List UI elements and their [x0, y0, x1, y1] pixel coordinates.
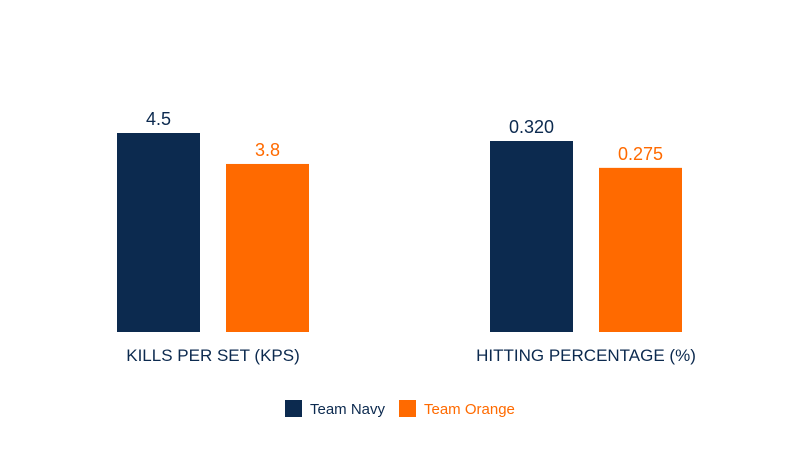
category-label: KILLS PER SET (KPS) — [126, 346, 300, 365]
category-label: HITTING PERCENTAGE (%) — [476, 346, 696, 365]
value-label: 4.5 — [146, 109, 171, 129]
legend-label: Team Orange — [424, 401, 515, 418]
legend-swatch — [399, 400, 416, 417]
bar-1-team-orange — [226, 163, 309, 332]
value-label: 3.8 — [255, 140, 280, 160]
bar-1-team-navy — [117, 133, 200, 332]
value-label: 0.320 — [509, 117, 554, 137]
bar-2-team-navy — [490, 141, 573, 332]
value-label: 0.275 — [618, 144, 663, 164]
legend-label: Team Navy — [310, 401, 386, 418]
bar-2-team-orange — [599, 167, 682, 332]
legend-swatch — [285, 400, 302, 417]
